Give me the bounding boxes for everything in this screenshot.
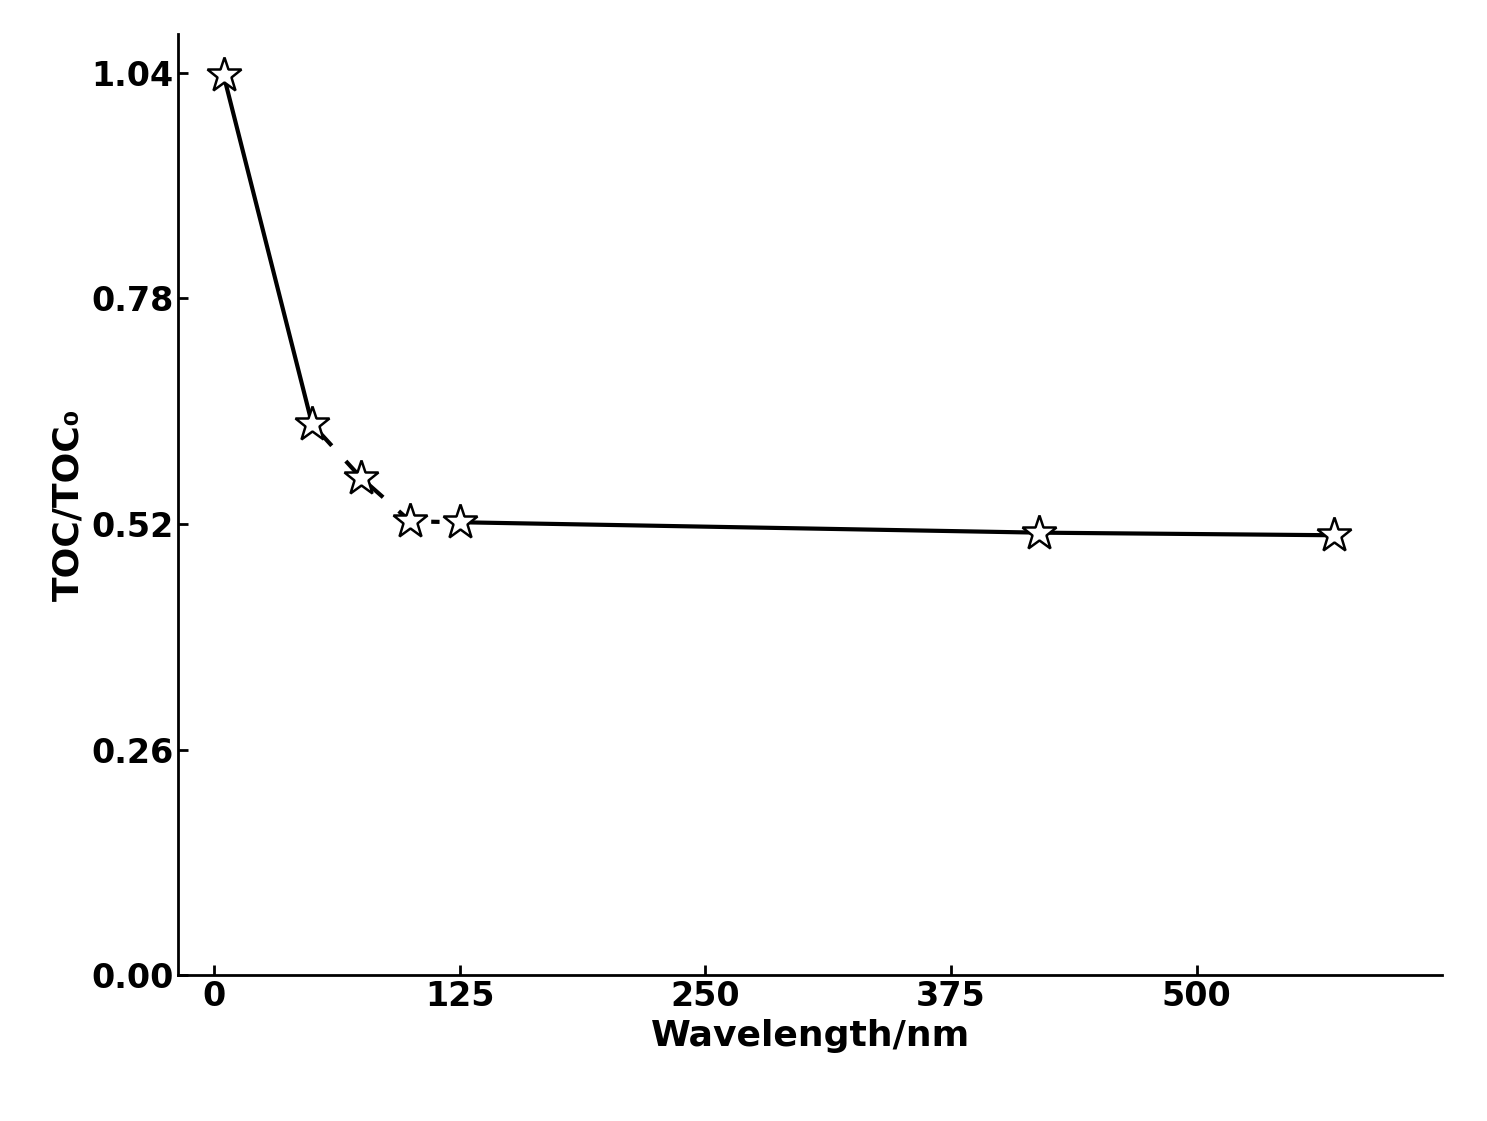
Y-axis label: TOC/TOC₀: TOC/TOC₀ xyxy=(52,408,86,601)
X-axis label: Wavelength/nm: Wavelength/nm xyxy=(651,1019,970,1053)
